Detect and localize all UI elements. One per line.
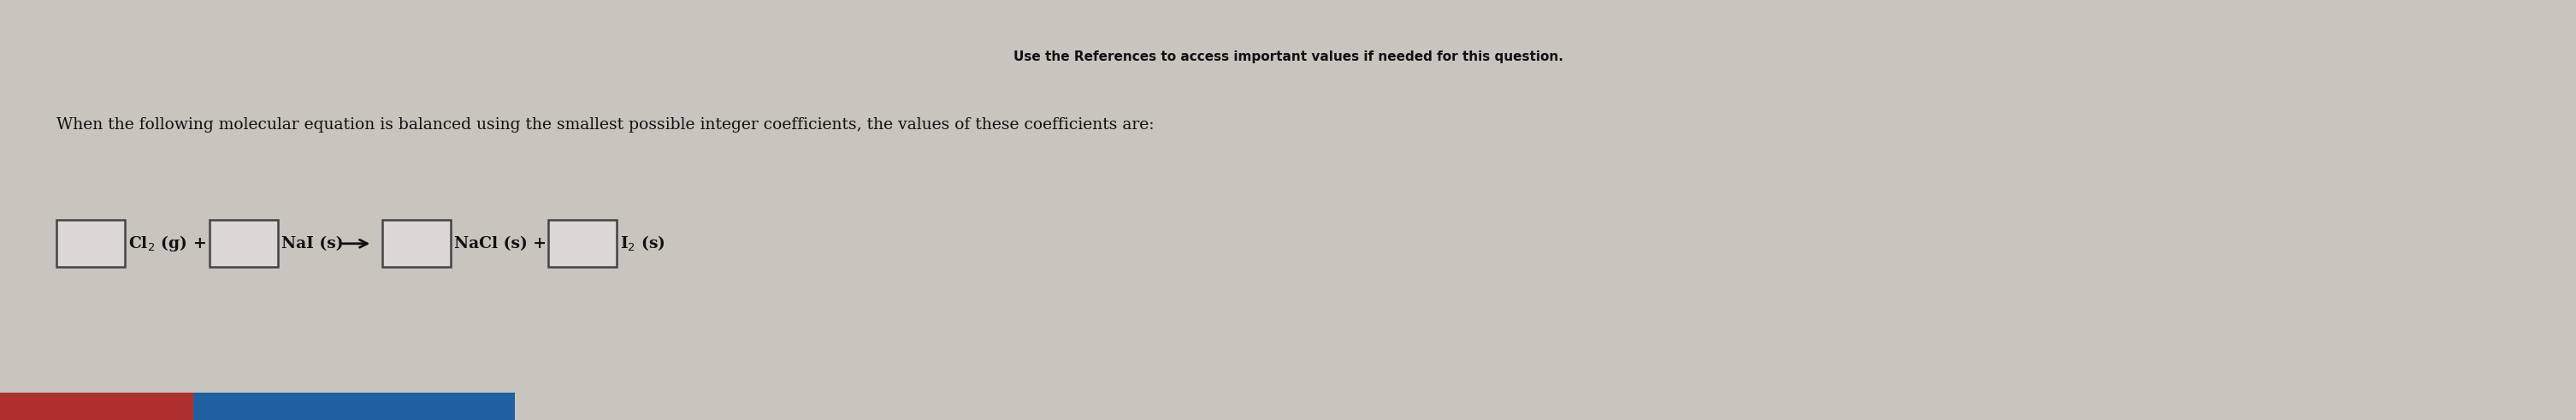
Bar [0, 393, 193, 420]
Bar [209, 220, 278, 267]
Text: I$_2$ (s): I$_2$ (s) [621, 234, 665, 253]
Bar [381, 220, 451, 267]
Bar [193, 393, 515, 420]
Bar [549, 220, 616, 267]
Text: NaCl (s) +: NaCl (s) + [453, 236, 546, 251]
Text: Use the References to access important values if needed for this question.: Use the References to access important v… [1012, 50, 1564, 63]
Text: When the following molecular equation is balanced using the smallest possible in: When the following molecular equation is… [57, 118, 1154, 133]
Text: NaI (s): NaI (s) [281, 236, 343, 251]
Bar [57, 220, 126, 267]
Text: Cl$_2$ (g) +: Cl$_2$ (g) + [129, 234, 206, 253]
